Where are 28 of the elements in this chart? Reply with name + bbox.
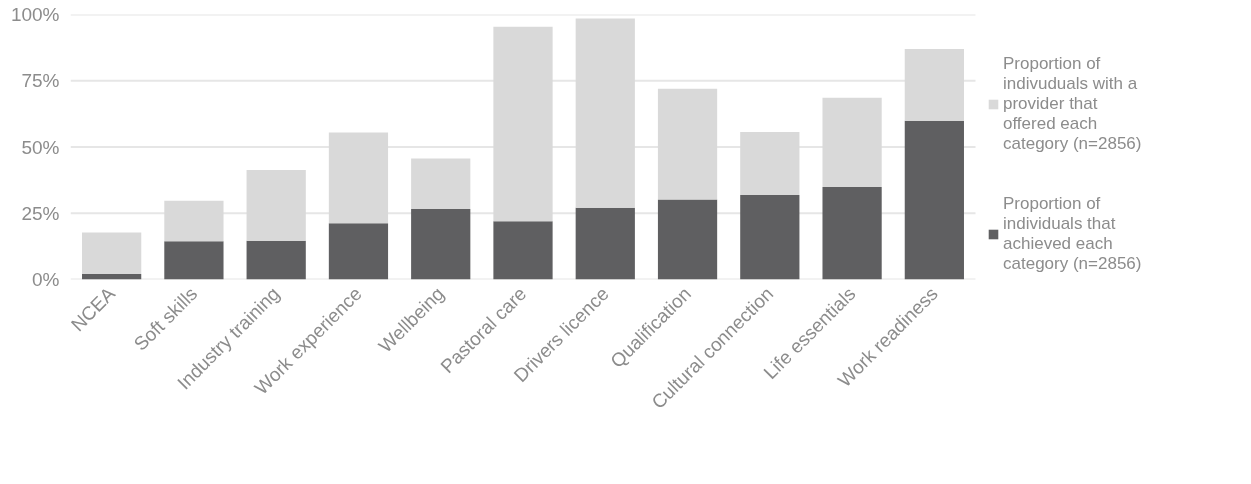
bar [411, 158, 471, 210]
bar [657, 199, 718, 280]
bar [904, 48, 964, 121]
bar [493, 26, 553, 222]
y-tick-label: 100% [10, 4, 60, 25]
y-tick-label: 0% [32, 269, 60, 290]
bar [822, 97, 882, 188]
bar [575, 207, 635, 280]
bar [82, 232, 142, 274]
legend-label: Proportion of individuals that achieved each category (n=2856) [1003, 194, 1142, 274]
bar [164, 200, 224, 242]
bar [411, 209, 471, 280]
bar [822, 187, 882, 280]
bar [904, 120, 964, 280]
bar [657, 88, 718, 200]
legend-label: Proportion of indivuduals with a provider that offered each category (n=2856) [1003, 54, 1142, 154]
y-tick-label: 75% [21, 70, 60, 92]
bar [246, 170, 306, 241]
bar [575, 18, 635, 208]
bar [328, 132, 389, 224]
bar [740, 131, 800, 195]
y-tick-label: 50% [21, 136, 60, 158]
bar [328, 223, 389, 280]
bar [164, 241, 224, 280]
bar [493, 221, 553, 280]
bar [246, 240, 306, 280]
y-tick-label: 25% [21, 202, 60, 224]
bar [740, 194, 800, 280]
